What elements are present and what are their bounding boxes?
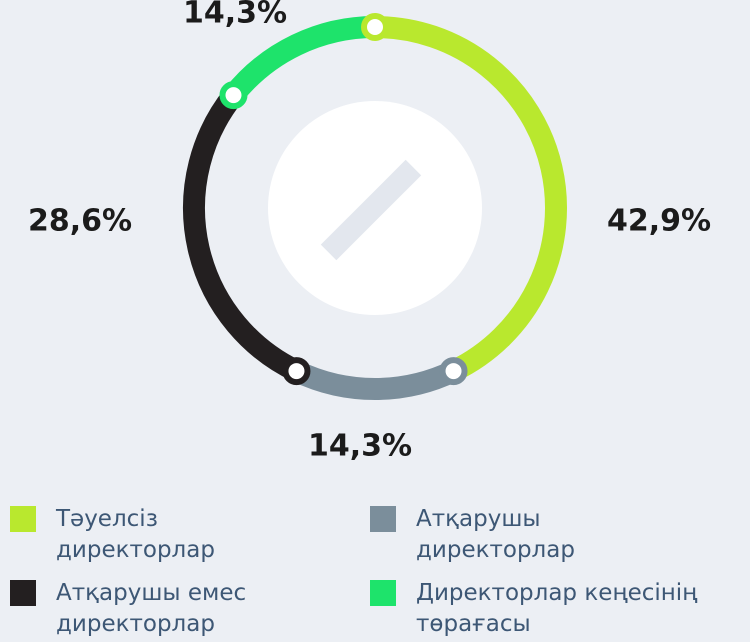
value-label: 14,3% (308, 429, 412, 464)
legend-label: Атқарушы директорлар (416, 506, 575, 563)
legend-item: Атқарушы директорлар (370, 504, 670, 566)
segment-handle (282, 357, 311, 386)
value-label: 14,3% (183, 0, 287, 31)
legend-item: Атқарушы емес директорлар (10, 578, 310, 640)
donut-segment (374, 16, 567, 381)
chart: 42,9% 14,3% 28,6% 14,3% (28, 0, 711, 464)
donut-segment (224, 16, 376, 103)
legend-item: Директорлар кеңесінің төрағасы (370, 578, 750, 640)
segment-handle (439, 357, 468, 386)
legend-swatch (10, 580, 36, 606)
value-label: 28,6% (28, 204, 132, 239)
legend-item: Тәуелсіз директорлар (10, 504, 310, 566)
legend-swatch (370, 506, 396, 532)
segment-handle (361, 13, 389, 41)
legend-label: Директорлар кеңесінің төрағасы (416, 580, 698, 637)
segment-handle (219, 81, 248, 110)
value-label: 42,9% (607, 204, 711, 239)
donut-segment (291, 361, 459, 400)
legend-swatch (10, 506, 36, 532)
legend-label: Атқарушы емес директорлар (56, 580, 247, 637)
legend-swatch (370, 580, 396, 606)
center-icon (320, 159, 422, 261)
donut-segment (183, 88, 302, 381)
legend-label: Тәуелсіз директорлар (56, 506, 215, 563)
